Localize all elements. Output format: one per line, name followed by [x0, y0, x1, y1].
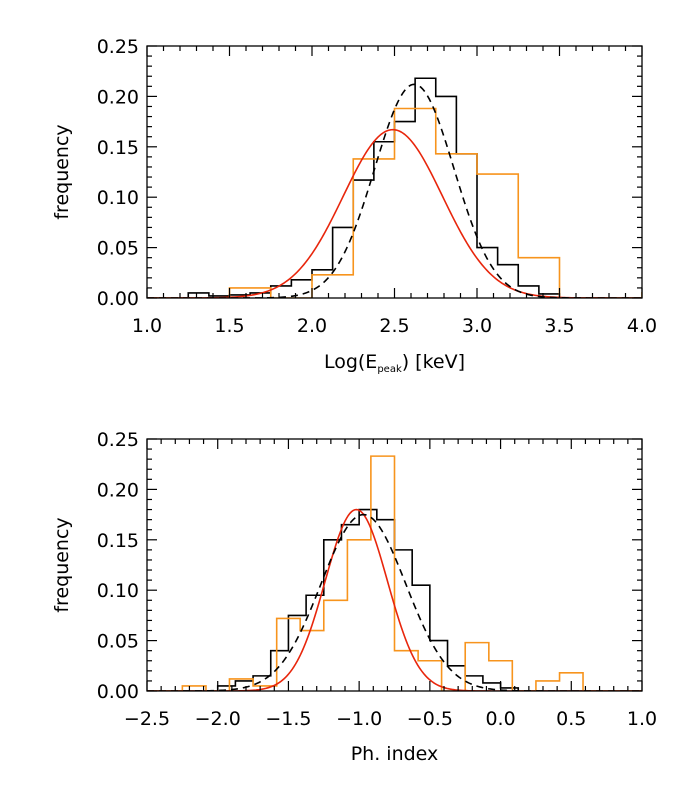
- x-tick-label: 0.5: [556, 708, 586, 730]
- orange-histogram-series: [147, 455, 642, 691]
- plot-area: −2.5 −2.0 −1.5 −1.0 −0.5 0.0 0.5 1.0 0.00 0.05 0.1…: [97, 429, 657, 730]
- x-axis-title: Ph. index: [351, 743, 439, 765]
- x-tick-label: 2.0: [297, 315, 327, 337]
- x-axis-title-suffix: ) [keV]: [402, 351, 465, 373]
- y-tick-label: 0.15: [97, 137, 139, 159]
- chart-panel-ph-index: −2.5 −2.0 −1.5 −1.0 −0.5 0.0 0.5 1.0 0.00 0.05 0.1…: [51, 429, 657, 765]
- x-tick-label: 1.0: [132, 315, 162, 337]
- y-tick-label: 0.05: [97, 631, 139, 653]
- x-tick-label: −1.5: [265, 708, 311, 730]
- x-tick-label: 1.0: [627, 708, 657, 730]
- x-tick-label: 3.0: [462, 315, 492, 337]
- black-histogram-series: [147, 508, 642, 691]
- axes-frame: [146, 438, 643, 692]
- y-tick-label: 0.10: [97, 580, 139, 602]
- y-axis-title: frequency: [51, 124, 73, 219]
- y-tick-label: 0.15: [97, 530, 139, 552]
- y-tick-label: 0.25: [97, 36, 139, 58]
- chart-panel-epeak: 1.0 1.5 2.0 2.5 3.0 3.5 4.0 0.00 0.05 0.10 0.15 0.2…: [51, 36, 657, 375]
- y-tick-label: 0.20: [97, 86, 139, 108]
- x-tick-label: −2.0: [195, 708, 241, 730]
- x-tick-label: 0.0: [485, 708, 515, 730]
- x-tick-label: 4.0: [627, 315, 657, 337]
- x-tick-label: −0.5: [407, 708, 453, 730]
- black-histogram-series: [147, 77, 642, 298]
- x-tick-label: −1.0: [336, 708, 382, 730]
- y-tick-label: 0.00: [97, 681, 139, 703]
- plot-area: 1.0 1.5 2.0 2.5 3.0 3.5 4.0 0.00 0.05 0.10 0.15 0.2…: [97, 36, 657, 337]
- x-tick-label: 1.5: [214, 315, 244, 337]
- y-tick-label: 0.05: [97, 238, 139, 260]
- x-axis-title-subscript: peak: [377, 364, 402, 375]
- y-axis-title: frequency: [51, 517, 73, 612]
- x-tick-label: −2.5: [124, 708, 170, 730]
- x-tick-label: 2.5: [379, 315, 409, 337]
- y-tick-label: 0.10: [97, 187, 139, 209]
- y-tick-label: 0.00: [97, 288, 139, 310]
- x-axis-title-prefix: Log(E: [324, 351, 377, 373]
- x-tick-label: 3.5: [544, 315, 574, 337]
- x-axis-title: Log(Epeak) [keV]: [324, 351, 465, 375]
- y-tick-label: 0.20: [97, 479, 139, 501]
- orange-histogram-series: [147, 107, 642, 298]
- axes-frame: [146, 45, 643, 299]
- y-tick-label: 0.25: [97, 429, 139, 451]
